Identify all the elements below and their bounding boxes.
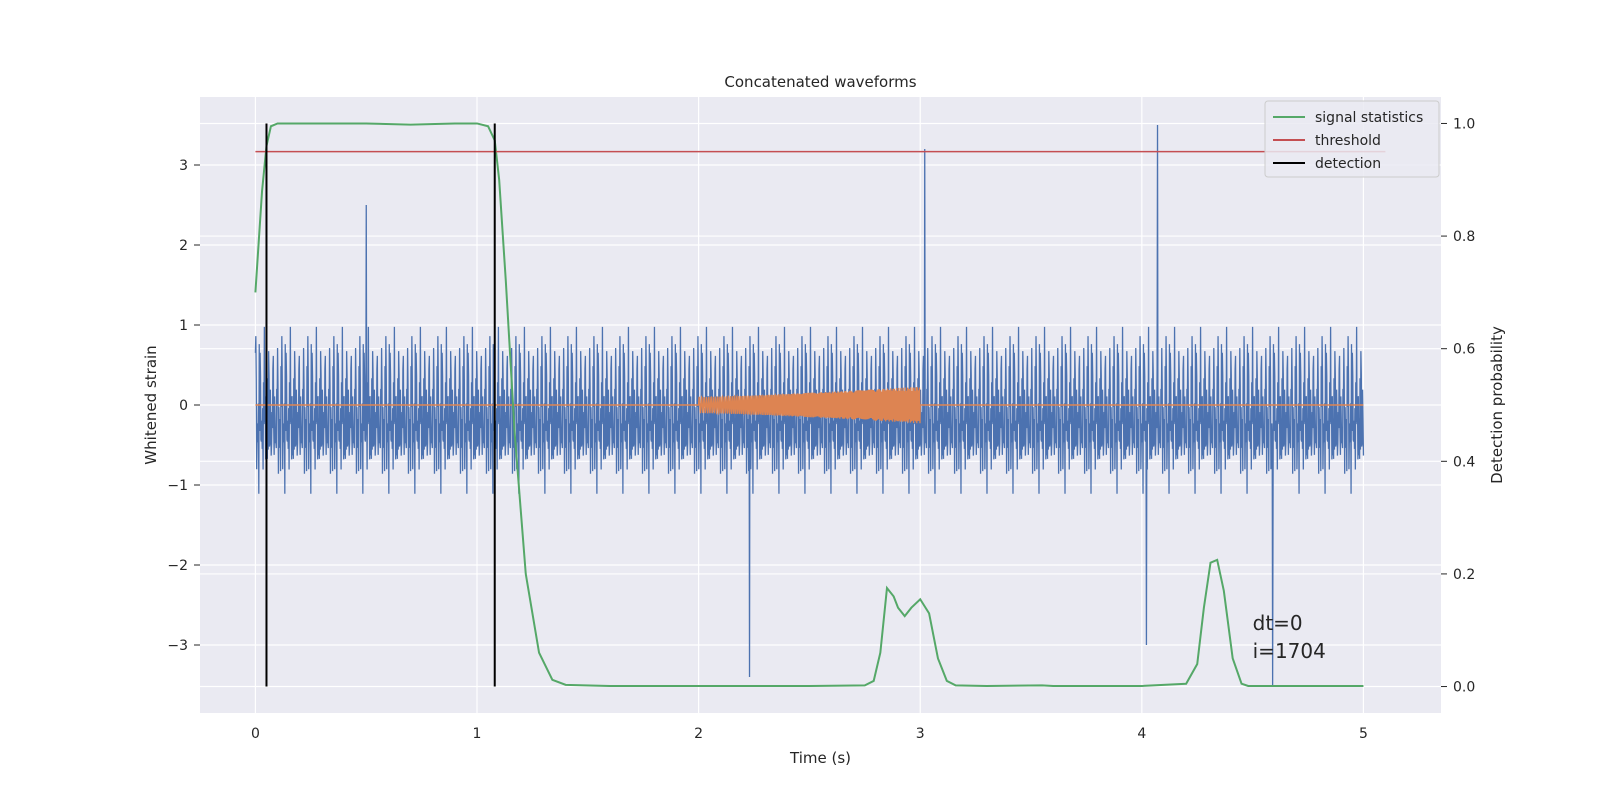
signal-statistics-series [254,122,1364,687]
x-tick-label: 5 [1359,726,1368,742]
annotation-dt: dt=0 [1253,611,1303,635]
y-tick-label: 2 [179,238,188,254]
y-tick-label: −2 [167,558,188,574]
injection-line [697,387,921,424]
legend: signal statistics threshold detection [1264,100,1440,178]
x-tick-label: 2 [694,726,703,742]
axis-ticks: 0 1 2 3 4 5 −3 −2 −1 0 1 2 3 0.0 0.2 0.4 0.6 0.8 1.0 [167,116,1475,742]
y-tick-label: 1 [179,318,188,334]
y-right-axis-title: Detection probability [1488,326,1506,484]
injection-series [255,387,1364,424]
annotation-index: i=1704 [1253,639,1326,663]
y-right-tick-label: 0.4 [1453,454,1475,470]
signal-statistics-line [254,122,1364,687]
x-tick-label: 0 [251,726,260,742]
y-tick-label: −1 [167,478,188,494]
x-tick-label: 4 [1137,726,1146,742]
y-axis-title: Whitened strain [142,345,160,464]
y-tick-label: −3 [167,638,188,654]
y-tick-label: 3 [179,158,188,174]
x-tick-label: 3 [916,726,925,742]
noise-series [254,124,1365,686]
x-axis-title: Time (s) [789,749,851,767]
y-right-tick-label: 0.0 [1453,680,1475,696]
chart-title: Concatenated waveforms [724,73,916,91]
x-tick-label: 1 [473,726,482,742]
y-right-tick-label: 0.2 [1453,567,1475,583]
detection-series [265,123,496,687]
legend-label-threshold: threshold [1315,133,1381,149]
y-right-tick-label: 0.6 [1453,342,1475,358]
y-tick-label: 0 [179,398,188,414]
grid [200,97,1441,713]
y-right-tick-label: 1.0 [1453,116,1475,132]
legend-label-detection: detection [1315,156,1381,172]
noise-line [254,124,1365,686]
legend-label-signal-statistics: signal statistics [1315,110,1423,126]
y-right-tick-label: 0.8 [1453,229,1475,245]
legend-box [1264,100,1440,178]
